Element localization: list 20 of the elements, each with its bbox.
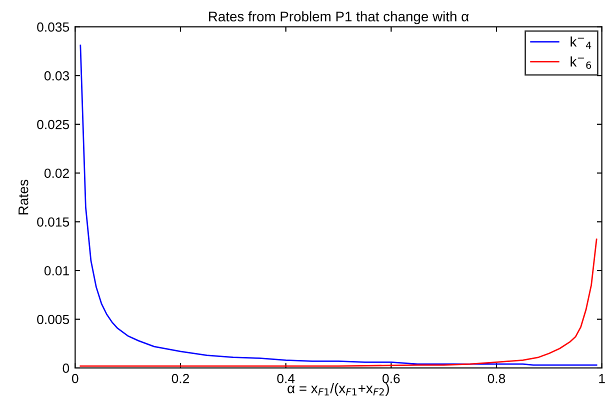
y-axis-title: Rates <box>18 180 28 214</box>
y-tick-label: 0 <box>62 364 70 373</box>
x-tick-label: 0.4 <box>277 374 295 384</box>
line-series <box>80 238 598 367</box>
chart-title: Rates from Problem P1 that change with α <box>209 11 469 24</box>
x-tick-label: 0.2 <box>172 374 189 384</box>
x-tick-label: 1 <box>599 374 605 384</box>
y-tick-label: 0.035 <box>37 22 70 32</box>
y-tick-label: 0.005 <box>37 314 70 324</box>
legend-label: k$^{−}$$_{6}$ <box>570 56 592 69</box>
x-tick-label: 0 <box>72 374 78 384</box>
y-tick-label: 0.015 <box>37 217 70 227</box>
x-tick-label: 0.8 <box>488 374 506 384</box>
y-tick-label: 0.01 <box>44 266 69 276</box>
x-axis-title: α = x$_{F1}$/(x$_{F1}$+x$_{F2}$) <box>288 383 389 396</box>
y-tick-label: 0.03 <box>44 71 70 80</box>
x-tick-label: 0.6 <box>382 374 400 384</box>
y-tick-label: 0.02 <box>44 168 69 178</box>
legend-label: k$^{−}$$_{4}$ <box>570 36 592 49</box>
y-tick-label: 0.025 <box>37 120 70 130</box>
